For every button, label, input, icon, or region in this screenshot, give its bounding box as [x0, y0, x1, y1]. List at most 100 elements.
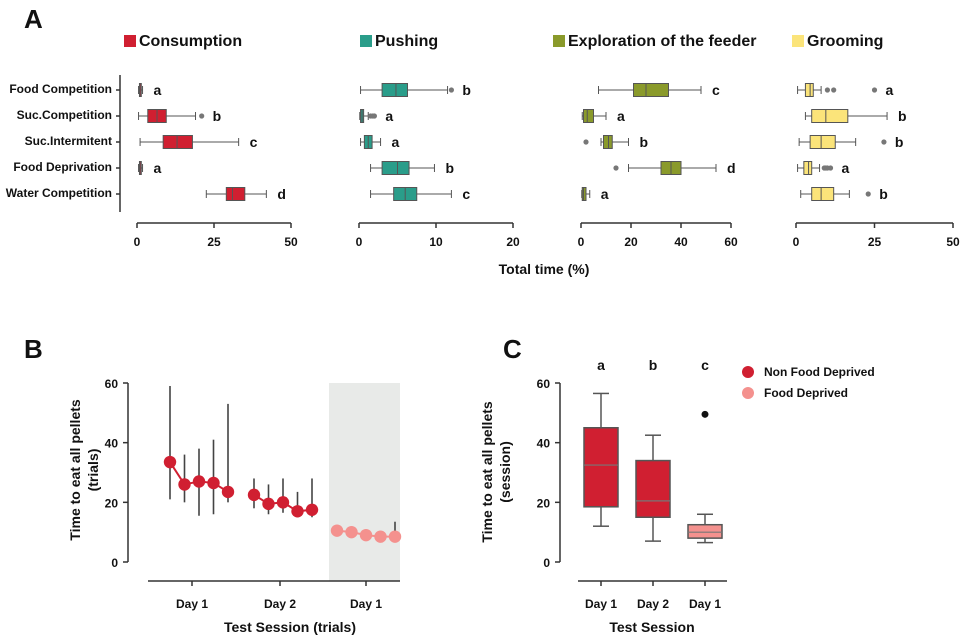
outlier-point: [827, 165, 834, 171]
outlier-point: [613, 165, 619, 171]
box-plot: b: [360, 82, 471, 98]
panel-c-legend: Non Food Deprived Food Deprived: [742, 365, 875, 400]
data-point: [291, 505, 304, 518]
data-point: [305, 503, 319, 516]
significance-letter: a: [601, 186, 609, 202]
legend-swatch-consumption: [124, 35, 136, 47]
data-point: [345, 525, 358, 539]
data-point: [247, 488, 261, 502]
outlier-point: [824, 87, 831, 93]
shaded-region: [329, 383, 400, 581]
box: [811, 187, 835, 201]
x-tick-label: 20: [506, 235, 520, 249]
box-plot: b: [583, 134, 648, 150]
box: [581, 187, 587, 201]
box-plot: a: [797, 160, 850, 176]
box: [811, 109, 849, 123]
outlier-point: [199, 113, 205, 119]
panel-letter-b: B: [24, 334, 43, 364]
data-point: [221, 485, 235, 499]
box: [803, 161, 813, 175]
box-plot: a: [138, 160, 162, 176]
significance-letter: a: [385, 108, 393, 124]
significance-letter: a: [842, 160, 850, 176]
data-point: [262, 497, 275, 511]
legend-label-food-deprived: Food Deprived: [764, 386, 848, 400]
data-point: [276, 496, 290, 509]
y-tick-label: 20: [537, 496, 551, 510]
x-tick-label: 0: [134, 235, 141, 249]
box-plot: a: [138, 82, 162, 98]
box-plot: a: [583, 357, 619, 527]
data-point: [388, 530, 402, 543]
panel-a-legend: Consumption Pushing Exploration of the f…: [124, 33, 883, 50]
category-label: Suc.Competition: [17, 108, 112, 122]
legend-swatch-grooming: [792, 35, 804, 47]
category-label: Food Competition: [9, 82, 112, 96]
box-plot: d: [613, 160, 736, 176]
significance-letter: b: [462, 82, 471, 98]
legend-marker-non-food-deprived: [742, 366, 754, 378]
panel-b-x-axis-title: Test Session (trials): [224, 619, 356, 635]
box-plot: a: [797, 82, 894, 98]
panel-letter-c: C: [503, 334, 522, 364]
x-tick-label: Day 1: [350, 597, 382, 611]
box-plot: d: [205, 186, 286, 202]
box: [583, 109, 594, 123]
panel-a-categories: Food Competition Suc.Competition Suc.Int…: [6, 82, 112, 200]
x-tick-label: 40: [674, 235, 688, 249]
panel-c-y-axis-title-line2: (session): [497, 441, 513, 502]
y-tick-label: 0: [543, 556, 550, 570]
significance-letter: a: [886, 82, 894, 98]
y-tick-label: 0: [111, 556, 118, 570]
outlier-point: [881, 139, 887, 145]
data-point: [192, 475, 206, 488]
legend-label-exploration: Exploration of the feeder: [568, 33, 756, 50]
box: [381, 83, 409, 97]
box: [603, 135, 613, 149]
x-tick-label: 50: [284, 235, 298, 249]
box-plot: a: [360, 134, 400, 150]
x-tick-label: 0: [793, 235, 800, 249]
y-tick-label: 20: [105, 496, 119, 510]
box-plot: b: [370, 160, 454, 176]
x-tick-label: 60: [724, 235, 738, 249]
box-plot: b: [635, 357, 671, 542]
box: [162, 135, 193, 149]
legend-label-non-food-deprived: Non Food Deprived: [764, 365, 875, 379]
significance-letter: a: [392, 134, 400, 150]
box: [687, 523, 723, 539]
box: [809, 135, 836, 149]
outlier-point: [448, 87, 454, 93]
panel-letter-a: A: [24, 4, 43, 34]
x-tick-label: 20: [624, 235, 638, 249]
box: [804, 83, 814, 97]
x-tick-label: 25: [868, 235, 882, 249]
legend-swatch-exploration: [553, 35, 565, 47]
box-plot: c: [139, 134, 258, 150]
box-plot: a: [359, 108, 393, 124]
box-plot: c: [687, 357, 723, 544]
x-tick-label: 0: [356, 235, 363, 249]
legend-marker-food-deprived: [742, 387, 754, 399]
category-label: Water Competition: [6, 186, 112, 200]
x-tick-label: 50: [946, 235, 960, 249]
legend-label-grooming: Grooming: [807, 33, 883, 50]
x-tick-label: 25: [207, 235, 221, 249]
significance-letter: b: [213, 108, 222, 124]
x-tick-label: Day 2: [637, 597, 669, 611]
y-tick-label: 60: [537, 377, 551, 391]
box-plot: a: [581, 186, 609, 202]
box-plot: c: [598, 82, 720, 98]
box-plot: b: [138, 108, 222, 124]
significance-letter: a: [597, 357, 605, 373]
panel-c-plot: Time to eat all pellets (session) Test S…: [479, 357, 875, 635]
significance-letter: d: [277, 186, 286, 202]
significance-letter: b: [640, 134, 649, 150]
panel-b-y-axis-title-line1: Time to eat all pellets: [67, 399, 83, 541]
box: [583, 427, 619, 508]
data-point: [374, 530, 387, 543]
